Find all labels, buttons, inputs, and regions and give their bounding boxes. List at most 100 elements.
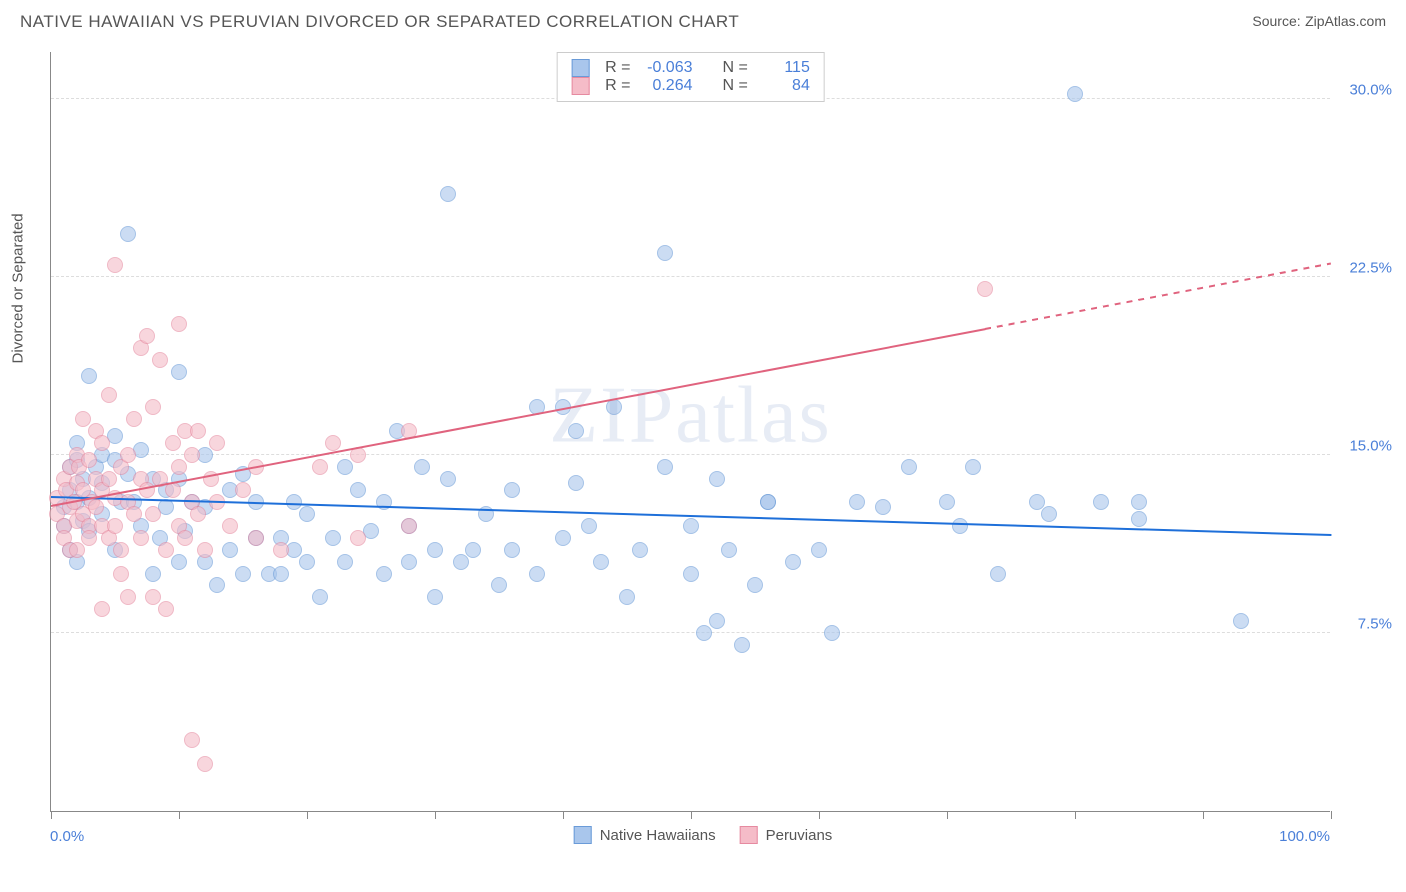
x-min-label: 0.0% — [50, 828, 84, 845]
scatter-point — [171, 459, 187, 475]
swatch-icon — [574, 826, 592, 844]
r-value: -0.063 — [641, 59, 693, 77]
scatter-point — [683, 566, 699, 582]
scatter-point — [235, 482, 251, 498]
scatter-point — [101, 387, 117, 403]
scatter-point — [747, 577, 763, 593]
source-name: ZipAtlas.com — [1305, 13, 1386, 29]
n-label: N = — [723, 59, 748, 77]
scatter-point — [248, 530, 264, 546]
scatter-point — [94, 435, 110, 451]
swatch-icon — [571, 59, 589, 77]
scatter-point — [709, 613, 725, 629]
x-tick — [1331, 811, 1332, 819]
scatter-point — [414, 459, 430, 475]
scatter-point — [171, 316, 187, 332]
scatter-point — [709, 471, 725, 487]
gridline — [51, 276, 1330, 277]
scatter-point — [184, 732, 200, 748]
scatter-point — [273, 542, 289, 558]
scatter-point — [568, 423, 584, 439]
scatter-point — [171, 364, 187, 380]
swatch-icon — [571, 77, 589, 95]
scatter-point — [312, 459, 328, 475]
scatter-point — [785, 554, 801, 570]
trend-line — [51, 328, 986, 507]
x-tick — [435, 811, 436, 819]
scatter-point — [504, 542, 520, 558]
gridline — [51, 454, 1330, 455]
x-tick — [179, 811, 180, 819]
scatter-point — [824, 625, 840, 641]
scatter-point — [721, 542, 737, 558]
scatter-point — [139, 328, 155, 344]
scatter-point — [990, 566, 1006, 582]
scatter-point — [440, 471, 456, 487]
scatter-point — [299, 506, 315, 522]
x-max-label: 100.0% — [1279, 828, 1330, 845]
scatter-point — [491, 577, 507, 593]
scatter-point — [235, 566, 251, 582]
scatter-point — [696, 625, 712, 641]
scatter-point — [165, 435, 181, 451]
scatter-point — [901, 459, 917, 475]
scatter-point — [120, 226, 136, 242]
scatter-point — [337, 554, 353, 570]
scatter-point — [158, 542, 174, 558]
gridline — [51, 632, 1330, 633]
r-value: 0.264 — [641, 77, 693, 95]
scatter-point — [875, 499, 891, 515]
scatter-point — [126, 506, 142, 522]
stats-row-hawaiians: R = -0.063 N = 115 — [571, 59, 810, 77]
scatter-point — [977, 281, 993, 297]
y-tick-label: 15.0% — [1349, 437, 1392, 454]
scatter-point — [145, 589, 161, 605]
scatter-point — [849, 494, 865, 510]
scatter-point — [81, 530, 97, 546]
source-label: Source: — [1252, 13, 1300, 29]
legend-item-peruvians: Peruvians — [740, 826, 833, 844]
scatter-point — [427, 589, 443, 605]
stats-row-peruvians: R = 0.264 N = 84 — [571, 77, 810, 95]
scatter-point — [190, 423, 206, 439]
scatter-point — [101, 471, 117, 487]
scatter-point — [107, 518, 123, 534]
scatter-point — [171, 554, 187, 570]
scatter-point — [811, 542, 827, 558]
scatter-point — [88, 499, 104, 515]
scatter-point — [113, 566, 129, 582]
n-value: 115 — [758, 59, 810, 77]
scatter-point — [529, 566, 545, 582]
scatter-plot-area: ZIPatlas R = -0.063 N = 115 R = 0.264 N … — [50, 52, 1330, 812]
scatter-point — [133, 530, 149, 546]
scatter-point — [1041, 506, 1057, 522]
scatter-point — [209, 577, 225, 593]
scatter-point — [657, 459, 673, 475]
r-label: R = — [605, 77, 630, 95]
scatter-point — [113, 542, 129, 558]
scatter-point — [504, 482, 520, 498]
scatter-point — [632, 542, 648, 558]
scatter-point — [120, 447, 136, 463]
scatter-point — [145, 566, 161, 582]
scatter-point — [350, 482, 366, 498]
scatter-point — [1093, 494, 1109, 510]
scatter-point — [401, 518, 417, 534]
legend-item-hawaiians: Native Hawaiians — [574, 826, 716, 844]
x-tick — [563, 811, 564, 819]
scatter-point — [1131, 511, 1147, 527]
n-value: 84 — [758, 77, 810, 95]
x-tick — [819, 811, 820, 819]
scatter-point — [453, 554, 469, 570]
scatter-point — [81, 368, 97, 384]
scatter-point — [1233, 613, 1249, 629]
scatter-point — [152, 352, 168, 368]
scatter-point — [190, 506, 206, 522]
scatter-point — [94, 601, 110, 617]
n-label: N = — [723, 77, 748, 95]
scatter-point — [606, 399, 622, 415]
scatter-point — [465, 542, 481, 558]
scatter-point — [120, 589, 136, 605]
scatter-point — [760, 494, 776, 510]
y-axis-title: Divorced or Separated — [10, 213, 27, 363]
